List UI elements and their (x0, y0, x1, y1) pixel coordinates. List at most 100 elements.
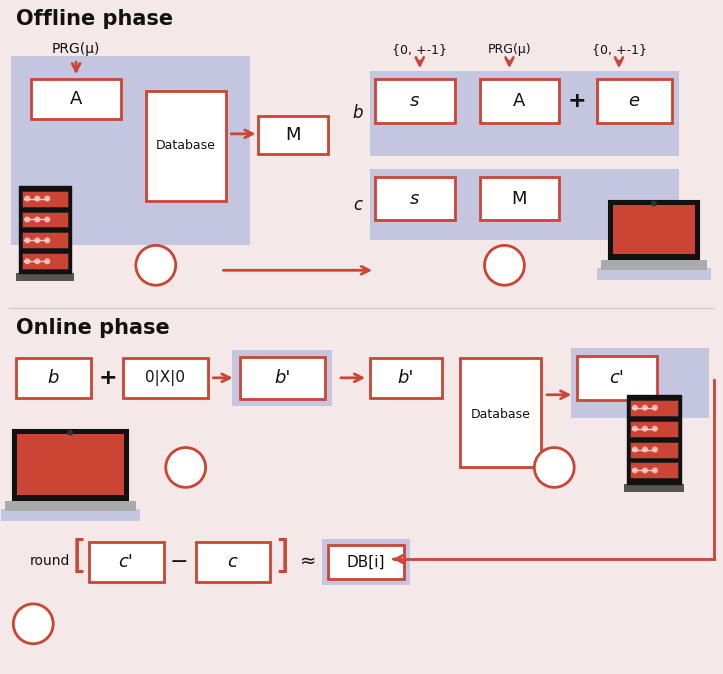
Bar (597, 79, 672, 123)
Text: b: b (48, 369, 59, 387)
Bar (123, 358, 208, 398)
Bar (375, 79, 455, 123)
Circle shape (534, 448, 574, 487)
Circle shape (25, 258, 30, 264)
Text: b: b (353, 104, 363, 122)
Bar (630, 462, 677, 479)
Circle shape (44, 195, 50, 202)
Bar (17, 433, 124, 495)
Circle shape (632, 468, 638, 473)
Circle shape (642, 468, 648, 473)
Bar (479, 79, 559, 123)
Bar (12, 56, 250, 245)
Bar (630, 421, 677, 437)
Bar (375, 177, 455, 220)
Circle shape (642, 404, 648, 410)
Bar (17, 358, 91, 398)
Text: +: + (98, 368, 117, 388)
Text: s: s (410, 189, 419, 208)
Circle shape (652, 447, 658, 452)
Bar (627, 395, 681, 485)
Text: 3: 3 (179, 458, 192, 477)
Circle shape (166, 448, 205, 487)
Bar (571, 348, 709, 418)
Bar (22, 191, 68, 206)
Circle shape (632, 404, 638, 410)
Circle shape (652, 404, 658, 410)
Text: PRG(μ): PRG(μ) (487, 42, 531, 56)
Bar (613, 204, 695, 254)
Circle shape (25, 216, 30, 222)
Text: 2: 2 (498, 256, 510, 274)
Bar (370, 168, 679, 241)
Circle shape (44, 237, 50, 243)
Bar (22, 253, 68, 270)
Text: e: e (628, 92, 640, 110)
Text: c': c' (609, 369, 625, 387)
Circle shape (13, 604, 54, 644)
Text: A: A (70, 90, 82, 108)
Bar (370, 71, 679, 156)
Text: +: + (568, 91, 586, 111)
Text: s: s (410, 92, 419, 110)
Text: 1: 1 (150, 256, 162, 274)
Circle shape (136, 245, 176, 285)
Text: M: M (286, 126, 301, 144)
Text: 5: 5 (27, 615, 40, 633)
Bar (328, 545, 404, 579)
Bar (20, 185, 71, 273)
Bar (630, 400, 677, 416)
Bar (1, 510, 140, 521)
Text: Offline phase: Offline phase (17, 9, 174, 29)
Circle shape (25, 237, 30, 243)
Bar (5, 501, 136, 512)
Bar (479, 177, 559, 220)
Text: Database: Database (155, 140, 215, 152)
Bar (597, 268, 711, 280)
Bar (31, 79, 121, 119)
Circle shape (67, 429, 73, 435)
Circle shape (34, 258, 40, 264)
Bar (258, 116, 328, 154)
Circle shape (44, 258, 50, 264)
Text: 4: 4 (548, 458, 560, 477)
Bar (370, 358, 442, 398)
Text: 0|X|0: 0|X|0 (145, 370, 185, 386)
Text: Online phase: Online phase (17, 318, 170, 338)
Text: c': c' (119, 553, 133, 571)
Text: round: round (29, 554, 69, 568)
Circle shape (632, 447, 638, 452)
Text: b': b' (398, 369, 414, 387)
Bar (89, 542, 164, 582)
Bar (22, 233, 68, 248)
Circle shape (34, 195, 40, 202)
Text: ≈: ≈ (300, 551, 317, 571)
Bar (577, 356, 657, 400)
Bar (22, 212, 68, 227)
Text: Database: Database (471, 408, 531, 421)
Text: {0, +-1}: {0, +-1} (393, 42, 448, 56)
Text: b': b' (274, 369, 291, 387)
Circle shape (44, 216, 50, 222)
Bar (624, 485, 684, 493)
Circle shape (651, 201, 657, 206)
Bar (233, 350, 332, 406)
Text: {0, +-1}: {0, +-1} (591, 42, 646, 56)
Bar (196, 542, 270, 582)
Text: [: [ (72, 538, 87, 576)
Circle shape (652, 426, 658, 431)
Bar (146, 91, 226, 201)
Bar (322, 539, 410, 585)
Circle shape (484, 245, 524, 285)
Text: c: c (354, 195, 362, 214)
Circle shape (25, 195, 30, 202)
Text: DB[i]: DB[i] (347, 555, 385, 570)
Circle shape (34, 216, 40, 222)
Circle shape (642, 447, 648, 452)
Text: c: c (228, 553, 237, 571)
Circle shape (34, 237, 40, 243)
Bar (630, 441, 677, 458)
Text: PRG(μ): PRG(μ) (52, 42, 100, 56)
Bar (601, 260, 706, 270)
Bar (13, 429, 128, 501)
